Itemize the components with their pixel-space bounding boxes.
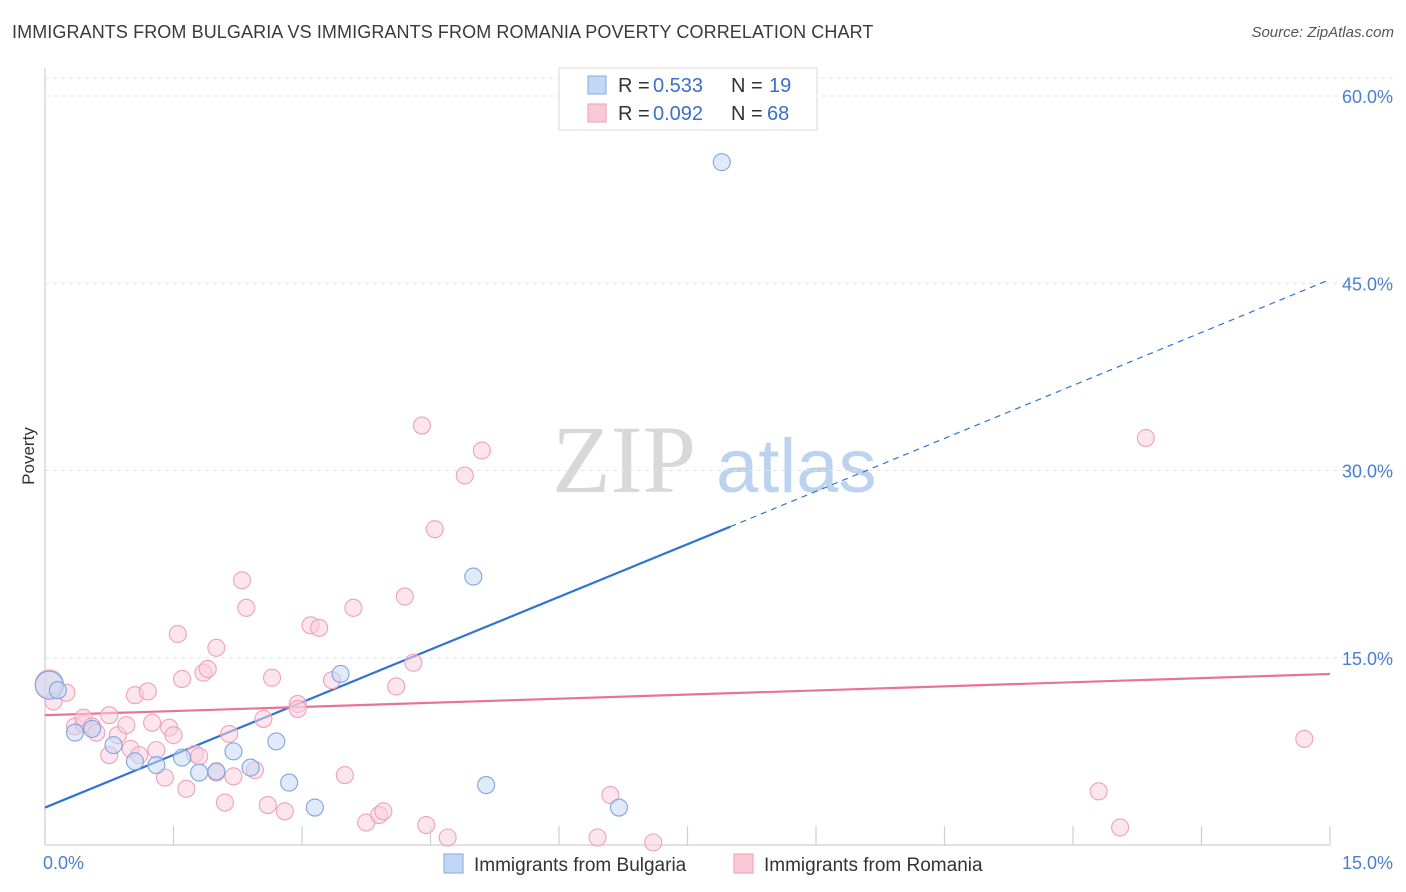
point-bulgaria-8 <box>190 763 209 782</box>
point-romania-9 <box>100 706 119 725</box>
point-romania-34 <box>237 598 256 617</box>
legend-r-value-2: 0.092 <box>653 103 703 125</box>
point-romania-15 <box>138 682 157 701</box>
point-bulgaria-3 <box>83 719 102 738</box>
point-romania-54 <box>417 815 436 835</box>
point-bulgaria-6 <box>147 756 166 775</box>
point-romania-46 <box>344 598 363 617</box>
bottom-legend-label-bulgaria: Immigrants from Bulgaria <box>474 855 687 876</box>
point-romania-23 <box>177 779 196 798</box>
legend-r-label-2: R = <box>618 103 650 125</box>
point-bulgaria-4 <box>104 736 123 755</box>
trend-line-romania <box>44 672 1331 717</box>
point-romania-56 <box>438 828 457 847</box>
source-credit: Source: ZipAtlas.com <box>1251 24 1394 41</box>
point-romania-61 <box>644 833 663 852</box>
point-romania-62 <box>1089 782 1108 801</box>
legend-n-label-2: N = <box>731 103 763 125</box>
bottom-legend-label-romania: Immigrants from Romania <box>764 855 983 876</box>
point-romania-55 <box>425 520 444 539</box>
point-romania-65 <box>1295 729 1314 748</box>
point-romania-58 <box>472 441 491 460</box>
y-axis-label: Poverty <box>19 427 38 485</box>
chart-title: IMMIGRANTS FROM BULGARIA VS IMMIGRANTS F… <box>12 22 874 42</box>
legend-n-label-1: N = <box>731 75 763 97</box>
point-romania-31 <box>220 724 239 743</box>
point-romania-51 <box>395 587 414 606</box>
trend-line-bulgaria-dashed <box>730 278 1331 528</box>
point-romania-59 <box>588 828 607 847</box>
point-romania-25 <box>190 747 209 766</box>
point-romania-64 <box>1136 428 1155 448</box>
top-legend: R = 0.533 N = 19 R = 0.092 N = 68 <box>558 67 818 131</box>
point-romania-52 <box>404 653 423 672</box>
point-romania-45 <box>335 766 354 785</box>
y-tick-label-45: 45.0% <box>1342 274 1393 294</box>
x-tick-label-max: 15.0% <box>1342 853 1393 873</box>
axes <box>44 68 1331 846</box>
point-romania-38 <box>262 668 282 687</box>
point-romania-49 <box>374 802 393 821</box>
point-romania-21 <box>168 624 187 644</box>
tick-labels: 15.0% 30.0% 45.0% 60.0% 0.0% 15.0% <box>43 87 1393 873</box>
point-romania-43 <box>310 618 329 637</box>
y-tick-label-60: 60.0% <box>1342 87 1393 107</box>
point-bulgaria-13 <box>280 773 299 792</box>
point-romania-29 <box>207 638 226 657</box>
bottom-legend: Immigrants from Bulgaria Immigrants from… <box>443 853 983 876</box>
point-bulgaria-14 <box>305 798 324 817</box>
legend-swatch-bulgaria <box>587 75 607 95</box>
point-romania-27 <box>198 659 217 679</box>
y-tick-label-15: 15.0% <box>1342 649 1393 669</box>
point-romania-41 <box>288 699 307 718</box>
point-bulgaria-11 <box>241 758 260 777</box>
point-romania-33 <box>232 571 252 590</box>
point-romania-53 <box>412 416 431 435</box>
point-romania-57 <box>455 466 474 485</box>
point-bulgaria-1 <box>48 681 67 700</box>
point-bulgaria-10 <box>224 742 243 761</box>
point-romania-63 <box>1111 818 1130 837</box>
point-romania-22 <box>173 669 192 689</box>
legend-n-value-1: 19 <box>769 75 791 97</box>
bottom-legend-swatch-bulgaria <box>443 853 464 874</box>
x-tick-label-min: 0.0% <box>43 853 84 873</box>
point-romania-60 <box>601 786 620 805</box>
point-romania-37 <box>258 796 277 815</box>
point-romania-39 <box>275 802 294 821</box>
data-points <box>34 153 1314 852</box>
legend-swatch-romania <box>587 103 607 123</box>
trend-lines <box>44 278 1331 809</box>
point-bulgaria-16 <box>464 567 483 586</box>
point-bulgaria-2 <box>65 723 85 742</box>
bottom-legend-swatch-romania <box>733 853 754 874</box>
legend-r-label-1: R = <box>618 75 650 97</box>
point-romania-16 <box>143 713 162 732</box>
watermark-zip: ZIP <box>552 406 696 513</box>
point-bulgaria-19 <box>712 153 731 172</box>
point-romania-20 <box>164 726 183 745</box>
point-romania-11 <box>117 716 136 735</box>
watermark-atlas: atlas <box>716 424 877 509</box>
legend-r-value-1: 0.533 <box>653 75 703 97</box>
point-bulgaria-18 <box>609 798 629 817</box>
point-romania-36 <box>254 709 273 728</box>
point-romania-30 <box>215 793 234 812</box>
point-bulgaria-9 <box>207 762 226 781</box>
point-bulgaria-7 <box>173 748 192 767</box>
point-romania-50 <box>387 677 406 696</box>
y-tick-label-30: 30.0% <box>1342 462 1393 482</box>
point-romania-18 <box>155 768 174 787</box>
point-bulgaria-17 <box>477 776 496 795</box>
point-bulgaria-15 <box>331 664 350 684</box>
point-bulgaria-12 <box>267 732 286 751</box>
point-romania-32 <box>224 767 243 786</box>
legend-n-value-2: 68 <box>767 103 789 125</box>
point-bulgaria-5 <box>125 752 144 771</box>
